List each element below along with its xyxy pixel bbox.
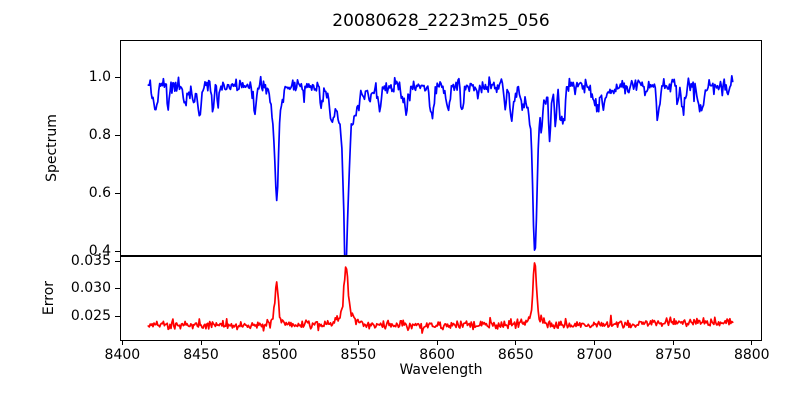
y-tick-label: 0.8 [88, 127, 111, 144]
y-tick-mark [115, 288, 120, 290]
y-tick-mark [115, 260, 120, 262]
y-tick-label: 0.030 [70, 280, 111, 297]
chart-title: 20080628_2223m25_056 [332, 11, 550, 31]
y-tick-mark [115, 251, 120, 253]
y-tick-label: 0.025 [70, 308, 111, 325]
spectrum-line [147, 74, 734, 255]
x-tick-mark [121, 341, 123, 345]
x-tick-mark [593, 341, 595, 345]
x-tick-mark [672, 341, 674, 345]
error-plot-area [147, 262, 734, 334]
x-tick-mark [515, 341, 517, 345]
x-tick-label: 8550 [340, 347, 377, 363]
y-tick-label: 0.035 [70, 252, 111, 269]
x-tick-label: 8450 [183, 347, 219, 363]
spectrum-y-axis-label: Spectrum [44, 114, 60, 182]
x-tick-mark [279, 341, 281, 345]
x-tick-label: 8750 [655, 347, 691, 363]
x-tick-label: 8700 [576, 347, 613, 363]
y-tick-mark [115, 193, 120, 195]
x-tick-label: 8600 [419, 347, 455, 363]
y-tick-label: 1.0 [88, 69, 111, 86]
y-tick-mark [115, 77, 120, 79]
x-tick-mark [751, 341, 753, 345]
y-tick-mark [115, 135, 120, 137]
error-line [147, 262, 734, 334]
x-tick-mark [200, 341, 202, 345]
error-axes [120, 256, 762, 341]
x-tick-label: 8500 [261, 347, 298, 363]
x-tick-mark [436, 341, 438, 345]
x-tick-label: 8400 [104, 347, 141, 363]
x-axis-label: Wavelength [399, 362, 483, 378]
y-tick-label: 0.4 [88, 243, 111, 260]
spectrum-axes [120, 40, 762, 256]
x-tick-label: 8650 [497, 347, 534, 363]
y-tick-label: 0.6 [88, 185, 111, 202]
x-tick-mark [357, 341, 359, 345]
spectrum-plot-area [147, 74, 734, 255]
y-tick-mark [115, 316, 120, 318]
x-tick-label: 8800 [733, 347, 770, 363]
